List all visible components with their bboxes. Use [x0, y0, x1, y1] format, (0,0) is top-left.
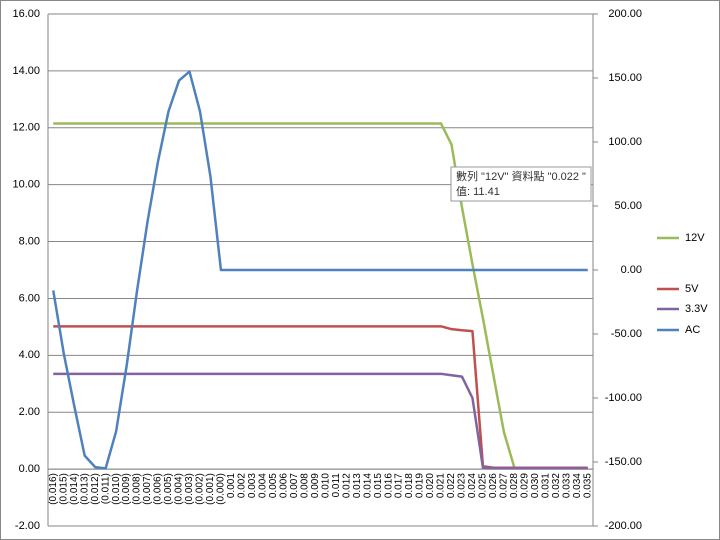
x-tick-label: 0.026 — [488, 473, 499, 498]
series-line — [53, 122, 588, 470]
x-tick-label: (0.012) — [90, 473, 101, 505]
x-tick-label: 0.031 — [540, 473, 551, 498]
x-tick-label: 0.024 — [467, 473, 478, 498]
series-line — [53, 372, 588, 470]
x-tick-label: (0.015) — [58, 473, 69, 505]
y-tick-label: 12.00 — [12, 122, 40, 134]
x-tick-label: 0.032 — [551, 473, 562, 498]
x-tick-label: 0.025 — [478, 473, 489, 498]
x-tick-label: 0.028 — [509, 473, 520, 498]
tooltip: 數列 "12V" 資料點 "0.022 " 值: 11.41 — [450, 166, 592, 202]
series-line — [52, 70, 588, 470]
y-tick-label: 2.00 — [19, 406, 40, 418]
x-tick-label: 0.003 — [247, 473, 258, 498]
x-tick-label: 0.012 — [341, 473, 352, 498]
x-tick-label: (0.014) — [69, 473, 80, 505]
x-tick-label: 0.034 — [572, 473, 583, 498]
x-tick-label: 0.018 — [404, 473, 415, 498]
x-tick-label: 0.011 — [331, 473, 342, 498]
x-tick-label: (0.002) — [195, 473, 206, 505]
x-tick-label: (0.005) — [163, 473, 174, 505]
x-tick-label: 0.035 — [582, 473, 593, 498]
x-tick-label: 0.002 — [237, 473, 248, 498]
x-tick-label: 0.009 — [310, 473, 321, 498]
x-tick-label: 0.029 — [520, 473, 531, 498]
y2-tick-label: -50.00 — [611, 328, 642, 340]
x-tick-label: (0.016) — [48, 473, 59, 505]
x-tick-label: (0.008) — [132, 473, 143, 505]
y-tick-label: 8.00 — [19, 235, 40, 247]
y-tick-label: 10.00 — [12, 179, 40, 191]
x-tick-label: 0.023 — [457, 473, 468, 498]
y2-tick-label: 50.00 — [614, 200, 642, 212]
x-tick-label: 0.022 — [446, 473, 457, 498]
x-tick-label: 0.010 — [320, 473, 331, 498]
tooltip-text: 數列 "12V" 資料點 "0.022 " — [456, 169, 586, 183]
x-tick-label: 0.007 — [289, 473, 300, 498]
x-tick-label: (0.006) — [153, 473, 164, 505]
x-tick-label: 0.016 — [383, 473, 394, 498]
x-tick-label: (0.013) — [79, 473, 90, 505]
y2-tick-label: -100.00 — [605, 392, 642, 404]
y-tick-label: 4.00 — [19, 349, 40, 361]
y2-tick-label: 100.00 — [608, 136, 642, 148]
x-tick-label: 0.020 — [425, 473, 436, 498]
x-tick-label: (0.009) — [121, 473, 132, 505]
x-tick-label: 0.013 — [352, 473, 363, 498]
y-tick-label: 6.00 — [19, 292, 40, 304]
legend-label: AC — [685, 324, 700, 336]
x-tick-label: 0.004 — [257, 473, 268, 498]
tooltip-box — [450, 166, 592, 202]
y-tick-label: -2.00 — [15, 520, 40, 532]
y-tick-label: 16.00 — [12, 8, 40, 20]
x-tick-label: (0.007) — [142, 473, 153, 505]
x-tick-label: 0.017 — [394, 473, 405, 498]
x-tick-label: 0.006 — [278, 473, 289, 498]
x-tick-label: 0.001 — [226, 473, 237, 498]
legend-label: 12V — [685, 232, 705, 244]
x-tick-label: (0.011) — [100, 473, 111, 504]
tooltip-text: 值: 11.41 — [456, 185, 500, 198]
y2-tick-label: 0.00 — [621, 264, 642, 276]
x-tick-label: 0.005 — [268, 473, 279, 498]
legend-label: 5V — [685, 283, 699, 295]
x-tick-label: (0.010) — [111, 473, 122, 505]
x-tick-label: 0.027 — [499, 473, 510, 498]
y2-tick-label: 200.00 — [608, 8, 642, 20]
legend-label: 3.3V — [685, 303, 708, 315]
x-tick-label: 0.008 — [299, 473, 310, 498]
x-tick-label: (0.000) — [216, 473, 227, 505]
y-tick-label: 14.00 — [12, 65, 40, 77]
x-tick-label: 0.030 — [530, 473, 541, 498]
y2-tick-label: 150.00 — [608, 72, 642, 84]
x-tick-label: 0.019 — [415, 473, 426, 498]
x-tick-label: 0.014 — [362, 473, 373, 498]
x-tick-label: (0.001) — [205, 473, 216, 505]
y2-tick-label: -200.00 — [605, 520, 642, 532]
x-tick-label: (0.004) — [174, 473, 185, 505]
y2-tick-label: -150.00 — [605, 456, 642, 468]
x-tick-label: 0.015 — [373, 473, 384, 498]
x-tick-label: (0.003) — [184, 473, 195, 505]
y-tick-label: 0.00 — [19, 463, 40, 475]
x-tick-label: 0.033 — [561, 473, 572, 498]
x-tick-label: 0.021 — [436, 473, 447, 498]
